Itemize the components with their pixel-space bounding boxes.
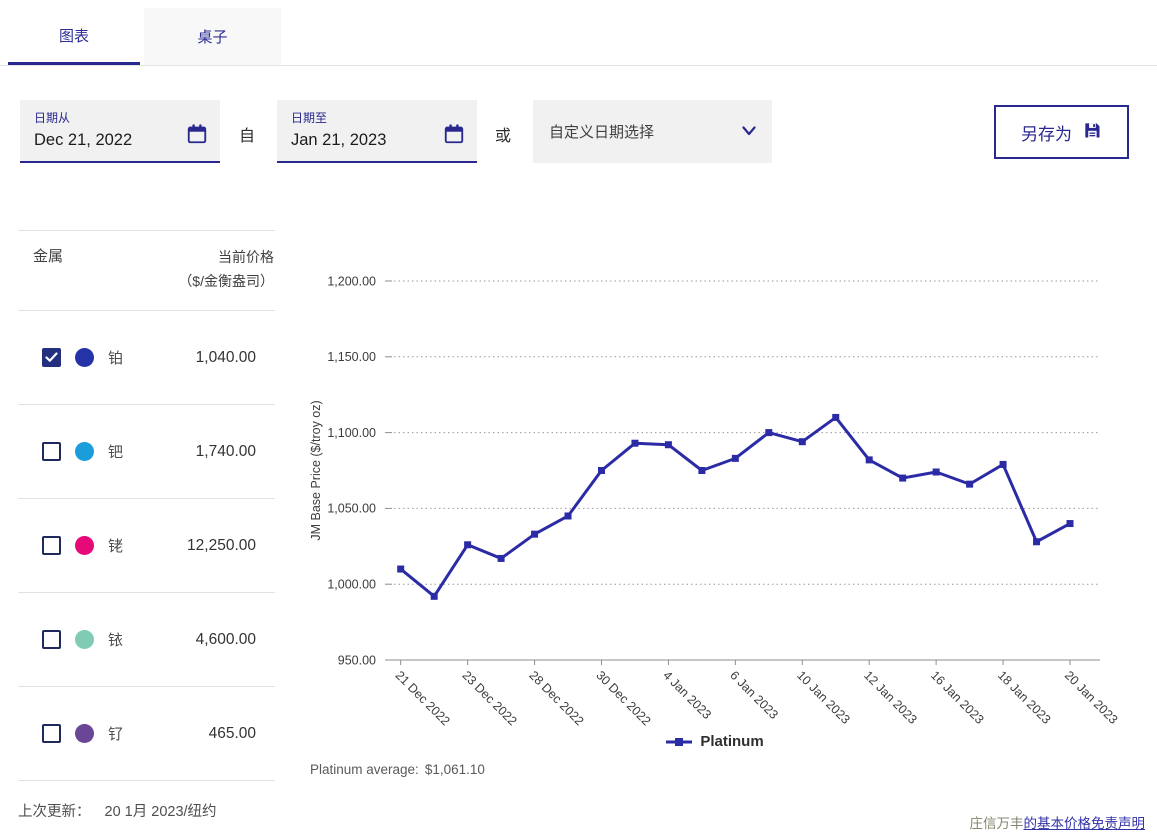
metal-color-dot xyxy=(75,536,94,555)
svg-text:30 Dec 2022: 30 Dec 2022 xyxy=(593,668,653,728)
metal-checkbox-checked[interactable] xyxy=(42,348,61,367)
metal-checkbox[interactable] xyxy=(42,536,61,555)
last-updated: 上次更新： 20 1月 2023/纽约 xyxy=(18,800,217,821)
save-icon xyxy=(1082,120,1102,145)
metal-checkbox[interactable] xyxy=(42,630,61,649)
metal-column-header: 金属 xyxy=(33,248,64,265)
metal-row: 铂 1,040.00 xyxy=(18,311,275,405)
platinum-series-line xyxy=(399,415,1072,598)
last-updated-label: 上次更新： xyxy=(18,804,91,820)
metal-checkbox[interactable] xyxy=(42,442,61,461)
svg-text:1,100.00: 1,100.00 xyxy=(327,426,376,440)
date-to-value: Jan 21, 2023 xyxy=(291,131,387,149)
y-axis-title: JM Base Price ($/troy oz) xyxy=(309,400,323,540)
price-column-header: 当前价格 （$/金衡盎司） xyxy=(178,249,274,289)
tab-table[interactable]: 桌子 xyxy=(144,8,281,65)
platinum-legend-marker xyxy=(666,737,693,746)
metal-price: 12,250.00 xyxy=(187,536,256,554)
metals-table: 金属 当前价格 （$/金衡盎司） 铂 1,040.00 钯 1,740.00 铑 12,2… xyxy=(18,230,275,781)
svg-text:23 Dec 2022: 23 Dec 2022 xyxy=(460,668,520,728)
calendar-icon[interactable] xyxy=(443,123,465,150)
metal-row: 钌 465.00 xyxy=(18,687,275,781)
save-as-label: 另存为 xyxy=(1021,124,1072,144)
last-updated-value: 20 1月 2023/纽约 xyxy=(104,804,217,820)
svg-text:28 Dec 2022: 28 Dec 2022 xyxy=(526,668,586,728)
chevron-down-icon xyxy=(742,123,756,141)
price-chart-svg: 950.00 1,000.00 1,050.00 1,100.00 1,150.00 1,… xyxy=(309,274,1121,728)
x-axis-labels: 21 Dec 2022 23 Dec 2022 28 Dec 2022 30 Dec … xyxy=(393,660,1121,728)
metal-rows: 铂 1,040.00 钯 1,740.00 铑 12,250.00 铱 4,600.00 钌 46… xyxy=(18,311,275,781)
metal-row: 铱 4,600.00 xyxy=(18,593,275,687)
metal-price: 4,600.00 xyxy=(195,630,256,648)
legend-label: Platinum xyxy=(700,733,764,750)
disclaimer-link[interactable]: 的基本价格免责声明 xyxy=(1023,816,1146,831)
tab-bar: 图表 桌子 xyxy=(0,8,1157,66)
svg-text:16 Jan 2023: 16 Jan 2023 xyxy=(928,668,987,727)
metal-price: 1,740.00 xyxy=(195,442,256,460)
date-from-field[interactable]: 日期从 Dec 21, 2022 xyxy=(20,100,220,163)
metal-color-dot xyxy=(75,724,94,743)
date-from-value: Dec 21, 2022 xyxy=(34,131,133,149)
metal-name: 铂 xyxy=(108,350,124,367)
metal-color-dot xyxy=(75,630,94,649)
tab-chart-label: 图表 xyxy=(58,27,89,45)
svg-text:10 Jan 2023: 10 Jan 2023 xyxy=(794,668,853,727)
average-label: Platinum average: xyxy=(310,762,419,777)
metal-price: 1,040.00 xyxy=(195,348,256,366)
chart-legend: Platinum xyxy=(300,733,1130,750)
svg-text:1,150.00: 1,150.00 xyxy=(327,350,376,364)
disclaimer: 庄信万丰的基本价格免责声明 xyxy=(970,812,1146,832)
svg-text:18 Jan 2023: 18 Jan 2023 xyxy=(995,668,1054,727)
or-text: 或 xyxy=(495,128,512,145)
tab-table-label: 桌子 xyxy=(197,29,228,46)
svg-text:1,200.00: 1,200.00 xyxy=(327,274,376,288)
metal-color-dot xyxy=(75,442,94,461)
calendar-icon[interactable] xyxy=(186,123,208,150)
date-to-field[interactable]: 日期至 Jan 21, 2023 xyxy=(277,100,477,163)
svg-text:950.00: 950.00 xyxy=(338,653,376,667)
svg-text:6 Jan 2023: 6 Jan 2023 xyxy=(727,668,781,722)
date-preset-dropdown[interactable]: 自定义日期选择 xyxy=(533,100,772,163)
date-from-label: 日期从 xyxy=(34,111,71,125)
average-note: Platinum average: $1,061.10 xyxy=(310,762,491,777)
tab-chart[interactable]: 图表 xyxy=(8,8,140,65)
platinum-series-markers xyxy=(397,413,1074,600)
y-gridlines: 950.00 1,000.00 1,050.00 1,100.00 1,150.00 1,… xyxy=(327,274,1100,667)
metal-row: 钯 1,740.00 xyxy=(18,405,275,499)
svg-text:21 Dec 2022: 21 Dec 2022 xyxy=(393,668,453,728)
metal-checkbox[interactable] xyxy=(42,724,61,743)
check-icon xyxy=(45,352,58,362)
svg-text:20 Jan 2023: 20 Jan 2023 xyxy=(1062,668,1121,727)
price-chart: 950.00 1,000.00 1,050.00 1,100.00 1,150.00 1,… xyxy=(300,255,1157,740)
metal-name: 钯 xyxy=(108,444,124,461)
average-value: $1,061.10 xyxy=(424,762,485,777)
metals-table-header: 金属 当前价格 （$/金衡盎司） xyxy=(18,230,275,311)
between-text: 自 xyxy=(239,128,256,145)
svg-text:1,050.00: 1,050.00 xyxy=(327,502,376,516)
metal-name: 钌 xyxy=(108,726,124,743)
metal-row: 铑 12,250.00 xyxy=(18,499,275,593)
metal-color-dot xyxy=(75,348,94,367)
metal-name: 铑 xyxy=(108,538,124,555)
svg-text:1,000.00: 1,000.00 xyxy=(327,578,376,592)
svg-text:12 Jan 2023: 12 Jan 2023 xyxy=(861,668,920,727)
date-preset-value: 自定义日期选择 xyxy=(549,124,655,141)
save-as-button[interactable]: 另存为 xyxy=(994,105,1129,159)
date-to-label: 日期至 xyxy=(291,111,328,125)
metal-name: 铱 xyxy=(108,632,124,649)
disclaimer-prefix: 庄信万丰 xyxy=(969,816,1024,831)
svg-text:4 Jan 2023: 4 Jan 2023 xyxy=(660,668,714,722)
metal-price: 465.00 xyxy=(208,724,256,742)
